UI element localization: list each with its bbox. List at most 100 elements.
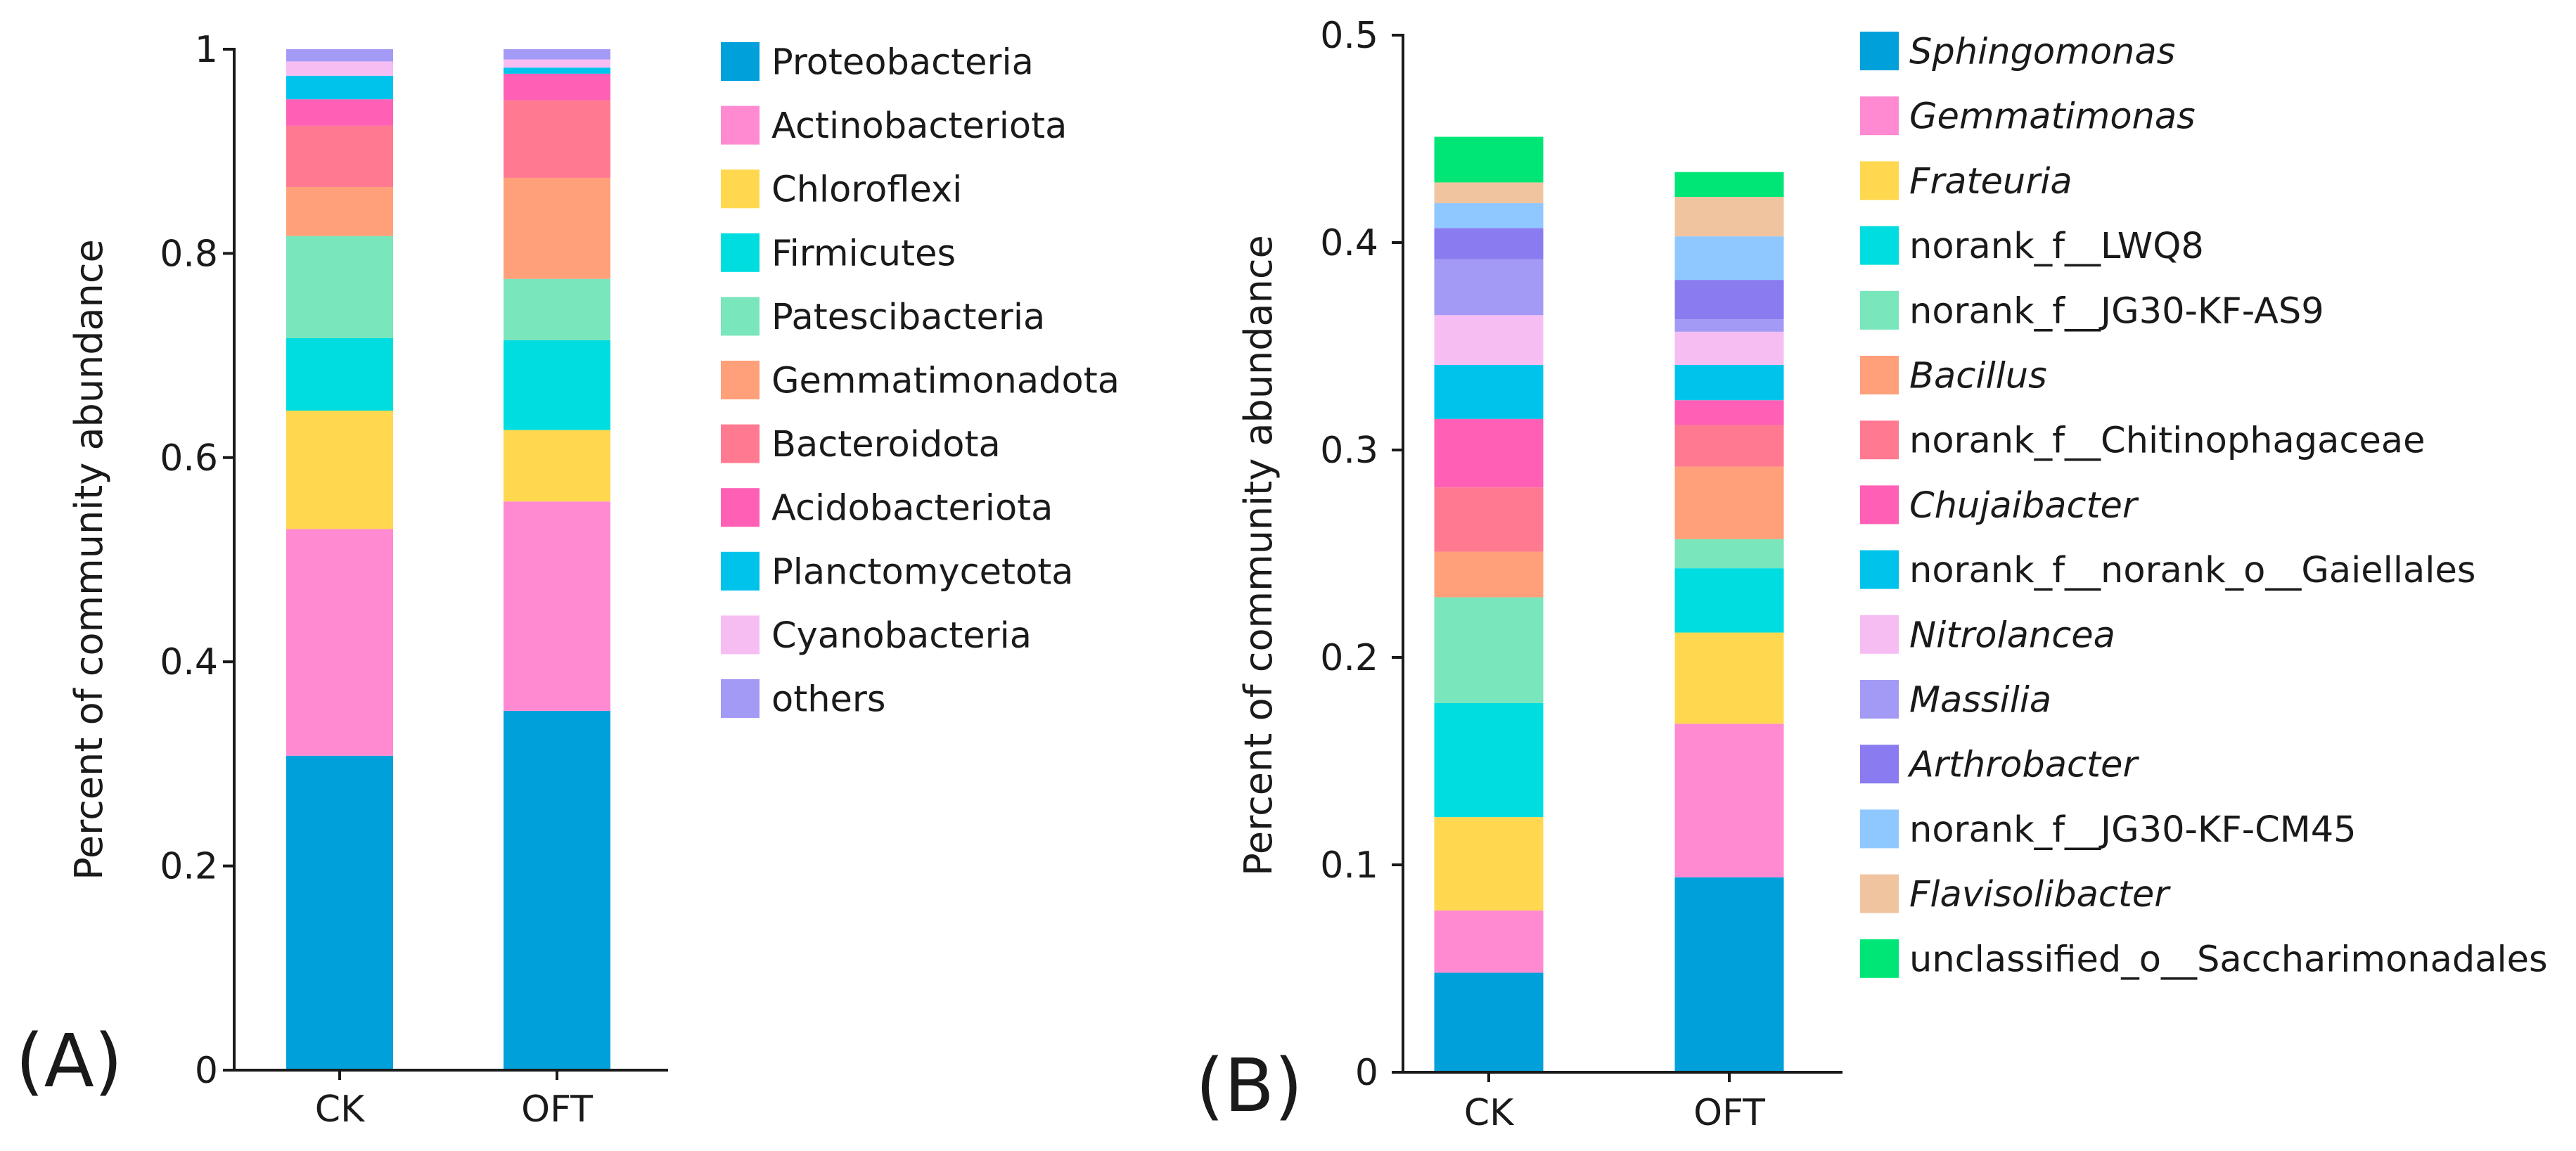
bar-segment-b-oft-7 bbox=[1674, 400, 1784, 425]
legend-label-a-7: Acidobacteriota bbox=[771, 488, 1053, 529]
bar-segment-b-ck-6 bbox=[1434, 487, 1544, 552]
bar-segment-a-ck-4 bbox=[286, 236, 393, 338]
legend-label-b-3: norank_f__LWQ8 bbox=[1909, 226, 2204, 267]
legend-swatch-a-9 bbox=[721, 615, 760, 655]
legend-swatch-b-10 bbox=[1860, 680, 1899, 719]
y-axis-label-a: Percent of community abundance bbox=[67, 239, 111, 880]
legend-swatch-b-11 bbox=[1860, 745, 1899, 784]
bar-segment-b-ck-1 bbox=[1434, 910, 1544, 973]
legend-swatch-a-3 bbox=[721, 233, 760, 272]
y-tick-label-b-4: 0.4 bbox=[1320, 222, 1378, 264]
bar-segment-b-oft-12 bbox=[1674, 236, 1784, 281]
bar-segment-b-ck-10 bbox=[1434, 259, 1544, 316]
bar-segment-a-oft-5 bbox=[504, 177, 610, 279]
bar-segment-b-oft-9 bbox=[1674, 331, 1784, 366]
bar-segment-b-ck-14 bbox=[1434, 136, 1544, 183]
legend-label-b-13: Flavisolibacter bbox=[1909, 874, 2171, 915]
legend-label-b-12: norank_f__JG30-KF-CM45 bbox=[1909, 809, 2357, 851]
legend-swatch-b-14 bbox=[1860, 939, 1899, 978]
legend-swatch-a-7 bbox=[721, 488, 760, 527]
legend-swatch-b-2 bbox=[1860, 161, 1899, 200]
y-tick-label-a-4: 0.8 bbox=[160, 233, 218, 275]
legend-swatch-a-6 bbox=[721, 424, 760, 463]
legend-label-b-9: Nitrolancea bbox=[1909, 615, 2115, 656]
y-tick-label-b-2: 0.2 bbox=[1320, 637, 1378, 679]
x-tick-label-a-0: CK bbox=[315, 1088, 366, 1131]
legend-label-b-8: norank_f__norank_o__Gaiellales bbox=[1909, 550, 2475, 591]
bar-segment-a-oft-4 bbox=[504, 278, 610, 340]
bar-segment-a-ck-7 bbox=[286, 99, 393, 126]
bar-segment-b-oft-13 bbox=[1674, 197, 1784, 237]
y-tick-label-a-3: 0.6 bbox=[160, 437, 218, 480]
legend-swatch-b-3 bbox=[1860, 226, 1899, 265]
y-tick-label-b-5: 0.5 bbox=[1320, 15, 1378, 57]
legend-swatch-a-2 bbox=[721, 169, 760, 209]
panel-label-a: (A) bbox=[15, 1018, 122, 1104]
legend-swatch-b-1 bbox=[1860, 96, 1899, 136]
y-tick-label-a-1: 0.2 bbox=[160, 846, 218, 888]
bar-segment-a-oft-1 bbox=[504, 501, 610, 711]
legend-label-a-4: Patescibacteria bbox=[771, 297, 1045, 338]
legend-swatch-a-1 bbox=[721, 105, 760, 145]
bar-segment-b-ck-13 bbox=[1434, 182, 1544, 203]
legend-label-a-6: Bacteroidota bbox=[771, 424, 1001, 465]
y-tick-label-a-2: 0.4 bbox=[160, 641, 218, 683]
bar-segment-a-oft-7 bbox=[504, 73, 610, 101]
bar-segment-b-ck-12 bbox=[1434, 202, 1544, 229]
bar-segment-b-oft-2 bbox=[1674, 632, 1784, 724]
bar-segment-b-ck-4 bbox=[1434, 597, 1544, 703]
legend-b: Sphingomonas Gemmatimonas Frateuria norank_… bbox=[1860, 32, 2548, 980]
legend-label-b-0: Sphingomonas bbox=[1909, 32, 2175, 73]
legend-label-a-8: Planctomycetota bbox=[771, 551, 1073, 593]
legend-a: Proteobacteria Actinobacteriota Chloroflex… bbox=[721, 42, 1120, 721]
legend-swatch-b-8 bbox=[1860, 550, 1899, 589]
legend-label-a-0: Proteobacteria bbox=[771, 42, 1034, 84]
bar-segment-b-ck-8 bbox=[1434, 365, 1544, 419]
legend-swatch-b-7 bbox=[1860, 485, 1899, 525]
legend-swatch-b-13 bbox=[1860, 874, 1899, 913]
legend-swatch-b-4 bbox=[1860, 290, 1899, 330]
bar-segment-b-oft-4 bbox=[1674, 539, 1784, 569]
panel-a: CK OFT 0 0.2 0.4 0.6 0.8 1 Percent of community … bbox=[15, 29, 1120, 1131]
bar-segment-b-ck-11 bbox=[1434, 228, 1544, 259]
bar-segment-b-oft-8 bbox=[1674, 365, 1784, 401]
legend-label-b-4: norank_f__JG30-KF-AS9 bbox=[1909, 290, 2324, 332]
x-tick-label-a-1: OFT bbox=[521, 1088, 593, 1131]
legend-label-a-10: others bbox=[771, 679, 885, 721]
bar-segment-b-ck-2 bbox=[1434, 817, 1544, 911]
legend-swatch-b-5 bbox=[1860, 356, 1899, 394]
bar-segment-b-oft-11 bbox=[1674, 280, 1784, 320]
bar-segment-a-oft-6 bbox=[504, 100, 610, 178]
legend-swatch-a-5 bbox=[721, 361, 760, 399]
legend-label-b-2: Frateuria bbox=[1909, 161, 2072, 202]
panel-b: CK OFT 0 0.1 0.2 0.3 0.4 0.5 Percent of communit… bbox=[1196, 15, 2548, 1134]
bar-segment-b-oft-1 bbox=[1674, 724, 1784, 877]
bar-segment-b-ck-5 bbox=[1434, 551, 1544, 598]
bar-segment-b-oft-3 bbox=[1674, 568, 1784, 633]
bar-segment-a-ck-3 bbox=[286, 337, 393, 411]
bar-segment-a-ck-6 bbox=[286, 125, 393, 188]
bar-segment-b-oft-5 bbox=[1674, 466, 1784, 539]
legend-label-b-6: norank_f__Chitinophagaceae bbox=[1909, 420, 2425, 462]
bar-segment-a-oft-9 bbox=[504, 59, 610, 68]
bar-segment-a-ck-0 bbox=[286, 755, 393, 1070]
bar-segment-a-ck-8 bbox=[286, 75, 393, 100]
bar-segment-a-ck-5 bbox=[286, 187, 393, 236]
legend-label-b-7: Chujaibacter bbox=[1909, 485, 2139, 527]
legend-swatch-a-4 bbox=[721, 297, 760, 336]
bar-segment-b-ck-7 bbox=[1434, 418, 1544, 488]
bar-segment-a-ck-2 bbox=[286, 411, 393, 529]
bar-segment-a-oft-2 bbox=[504, 430, 610, 502]
y-tick-label-b-1: 0.1 bbox=[1320, 844, 1378, 887]
y-tick-label-a-5: 1 bbox=[195, 29, 218, 71]
legend-label-a-3: Firmicutes bbox=[771, 233, 956, 274]
bar-segment-b-ck-0 bbox=[1434, 972, 1544, 1072]
x-tick-label-b-1: OFT bbox=[1693, 1092, 1765, 1134]
legend-swatch-b-0 bbox=[1860, 32, 1899, 70]
legend-swatch-a-8 bbox=[721, 551, 760, 591]
bar-segment-a-oft-3 bbox=[504, 340, 610, 430]
bar-segment-a-ck-1 bbox=[286, 529, 393, 756]
legend-label-b-1: Gemmatimonas bbox=[1909, 96, 2196, 138]
legend-swatch-b-6 bbox=[1860, 420, 1899, 460]
